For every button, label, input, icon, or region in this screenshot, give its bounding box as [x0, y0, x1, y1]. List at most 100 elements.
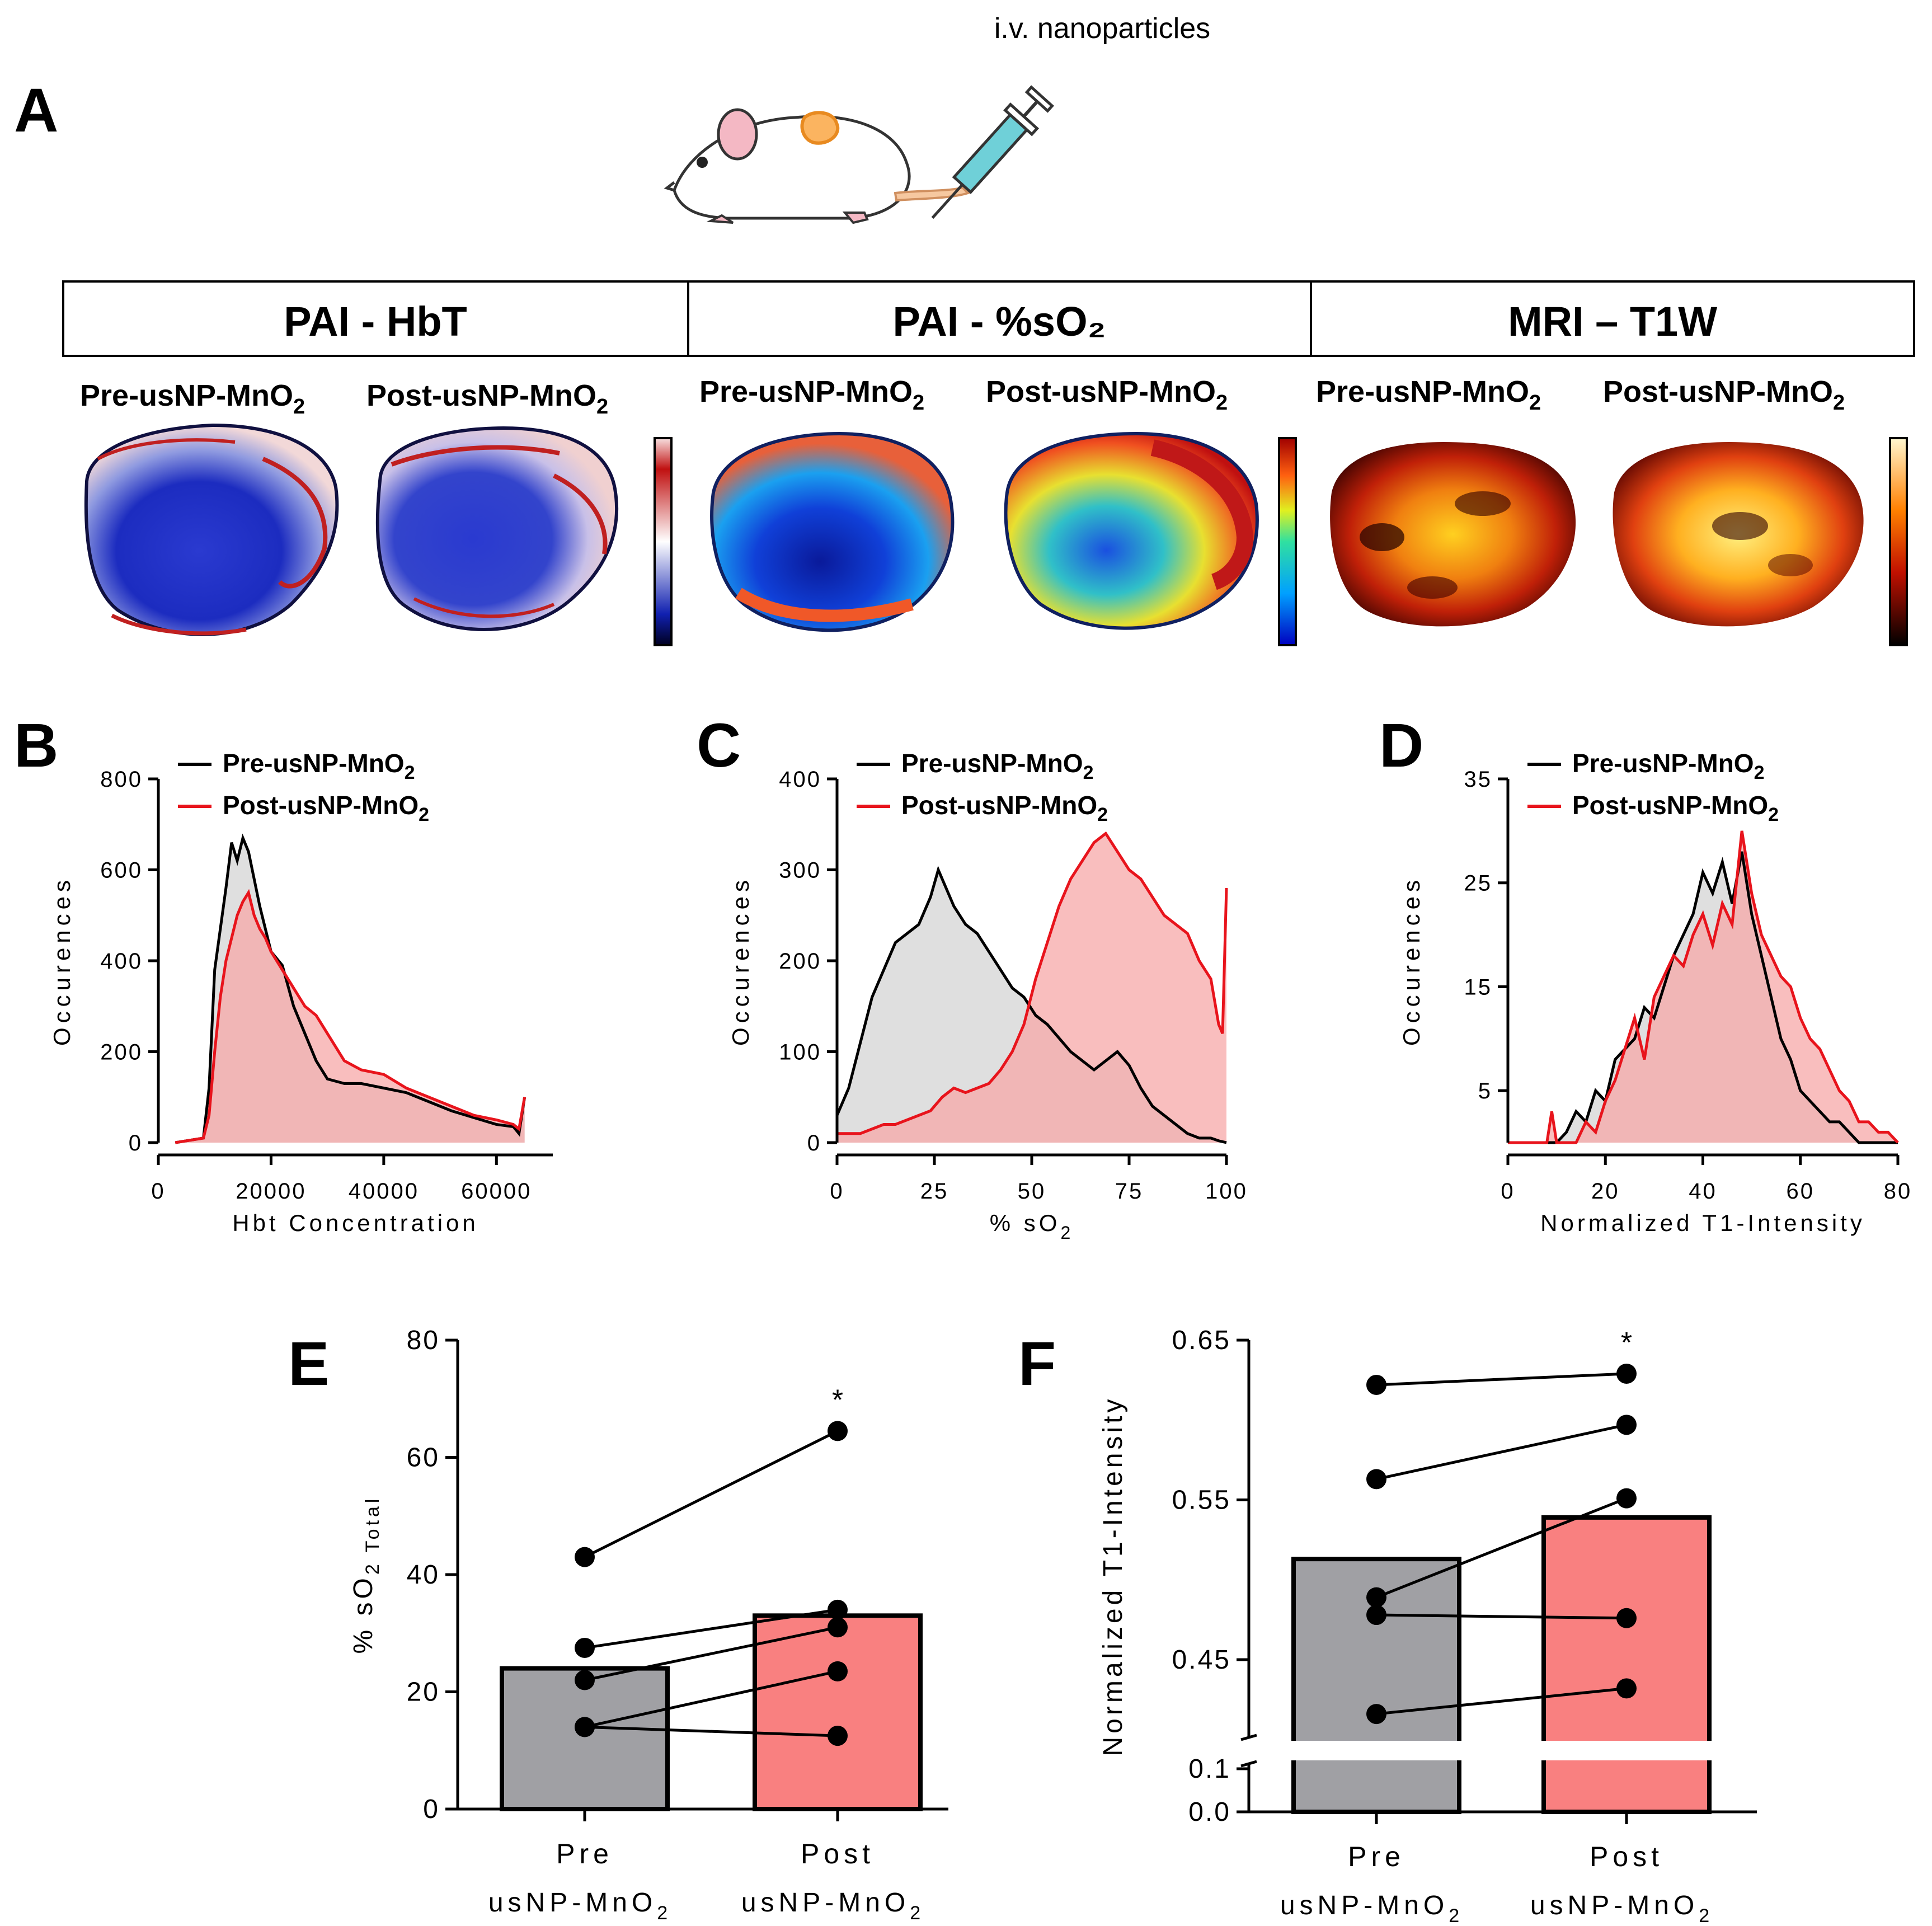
header-so2: PAI - %sO₂ [892, 298, 1106, 345]
bar-pre [500, 1666, 670, 1812]
bar-post [1541, 1515, 1712, 1814]
point-pre [1366, 1469, 1386, 1490]
y-axis-label: Normalized T1-Intensity [1098, 1396, 1128, 1756]
x-tick-label: 60000 [461, 1179, 532, 1204]
legend-label-post: Post-usNP-MnO2 [1572, 791, 1779, 825]
pair-line [584, 1725, 838, 1737]
category-label: Post [1590, 1841, 1663, 1872]
bar-post [753, 1613, 923, 1811]
label-mri-post: Post-usNP-MnO2 [1603, 375, 1845, 415]
y-axis-label: Occurences [1398, 876, 1425, 1046]
x-tick-label: 0 [830, 1179, 844, 1204]
point-post [828, 1617, 848, 1638]
label-hbt-post: Post-usNP-MnO2 [366, 379, 608, 419]
category-label: Pre [1348, 1841, 1405, 1872]
x-axis-label: Normalized T1-Intensity [1540, 1210, 1865, 1236]
y-tick-label: 15 [1464, 975, 1493, 999]
y-axis-label: Occurences [727, 876, 754, 1046]
pair-line [1376, 1423, 1627, 1481]
bar-chart-e: 0 20 40 60 80 Pre usNP-MnO2 Post usNP-MnO2 * % sO2… [349, 1326, 948, 1924]
axis-break-mark [1240, 1760, 1257, 1768]
y-tick-label: 0.55 [1172, 1486, 1231, 1515]
category-sublabel: usNP-MnO2 [1280, 1891, 1464, 1926]
injection-caption: i.v. nanoparticles [994, 12, 1210, 45]
point-post [1616, 1608, 1637, 1628]
x-tick-label: 80 [1884, 1179, 1912, 1204]
line-post-b [175, 889, 527, 1144]
colorbar-so2 [1278, 437, 1297, 646]
x-tick-label: 100 [1205, 1179, 1248, 1204]
point-post [828, 1421, 848, 1441]
image-mri-pre [1330, 442, 1576, 627]
y-tick-label: 0.0 [1188, 1797, 1231, 1827]
pair-line [1376, 1613, 1627, 1620]
x-axis-label: Hbt Concentration [232, 1210, 479, 1236]
x-axis-label: % sO2 [990, 1210, 1074, 1243]
x-tick-label: 20000 [236, 1179, 306, 1204]
y-tick-label: 200 [100, 1040, 143, 1065]
panel-letter-a: A [14, 76, 58, 145]
x-tick-label: 40 [1689, 1179, 1717, 1204]
point-pre [575, 1637, 595, 1658]
area-post-b [175, 892, 525, 1143]
image-so2-post [1004, 431, 1259, 630]
point-pre [575, 1670, 595, 1690]
header-mri: MRI – T1W [1508, 298, 1717, 345]
point-post [1616, 1488, 1637, 1509]
y-axis-label: % sO2 Total [349, 1496, 383, 1654]
pair-line [1376, 1372, 1627, 1387]
panel-letter-e: E [288, 1330, 329, 1398]
x-tick-label: 20 [1591, 1179, 1620, 1204]
point-pre [575, 1547, 595, 1567]
colorbar-hbt [654, 437, 673, 646]
x-tick-label: 60 [1787, 1179, 1815, 1204]
point-pre [1366, 1605, 1386, 1626]
histogram-d: 0 20 40 60 80 5 15 25 35 Normalized T1-Intensity O… [1398, 749, 1912, 1236]
category-label: Post [801, 1838, 875, 1869]
label-hbt-pre: Pre-usNP-MnO2 [80, 379, 305, 419]
y-tick-label: 0 [807, 1131, 821, 1155]
image-mri-post [1613, 442, 1864, 627]
pair-line [584, 1608, 838, 1650]
y-tick-label: 0 [423, 1795, 440, 1824]
line-pre-d [1508, 851, 1898, 1144]
point-pre [1366, 1587, 1386, 1608]
pair-line [1376, 1687, 1627, 1716]
x-tick-label: 75 [1115, 1179, 1144, 1204]
legend-label-post: Post-usNP-MnO2 [223, 791, 429, 825]
point-post [828, 1599, 848, 1620]
point-post [828, 1661, 848, 1681]
category-label: Pre [556, 1838, 613, 1869]
label-so2-post: Post-usNP-MnO2 [986, 375, 1228, 415]
point-post [1616, 1678, 1637, 1699]
area-post-d [1508, 830, 1898, 1143]
y-tick-label: 35 [1464, 767, 1493, 792]
category-sublabel: usNP-MnO2 [741, 1888, 925, 1924]
label-so2-pre: Pre-usNP-MnO2 [699, 375, 924, 415]
header-hbt: PAI - HbT [284, 298, 467, 345]
y-tick-label: 600 [100, 858, 143, 883]
histogram-b: 0 20000 40000 60000 0 200 400 600 800 Hbt Concent… [49, 749, 553, 1236]
y-tick-label: 0.1 [1188, 1754, 1231, 1784]
bar-chart-f: 0.0 0.1 0.45 0.55 0.65 Pre usNP-MnO2 Post usNP-M… [1098, 1326, 1760, 1926]
point-post [828, 1726, 848, 1746]
axis-break-gap [1252, 1741, 1760, 1760]
pair-line [584, 1670, 838, 1728]
pair-line [1376, 1497, 1627, 1599]
legend-label-post: Post-usNP-MnO2 [901, 791, 1108, 825]
category-sublabel: usNP-MnO2 [1530, 1891, 1714, 1926]
significance-marker: * [832, 1384, 843, 1416]
pair-line [584, 1626, 838, 1681]
y-tick-label: 400 [100, 949, 143, 974]
y-axis-label: Occurences [49, 876, 75, 1046]
image-so2-pre [710, 431, 955, 632]
image-hbt-post [375, 426, 619, 631]
point-pre [575, 1717, 595, 1737]
category-sublabel: usNP-MnO2 [488, 1888, 672, 1924]
y-tick-label: 25 [1464, 871, 1493, 896]
point-post [1616, 1363, 1637, 1384]
header-box-hbt [62, 280, 689, 357]
legend-label-pre: Pre-usNP-MnO2 [1572, 749, 1765, 783]
y-tick-label: 20 [407, 1678, 440, 1707]
